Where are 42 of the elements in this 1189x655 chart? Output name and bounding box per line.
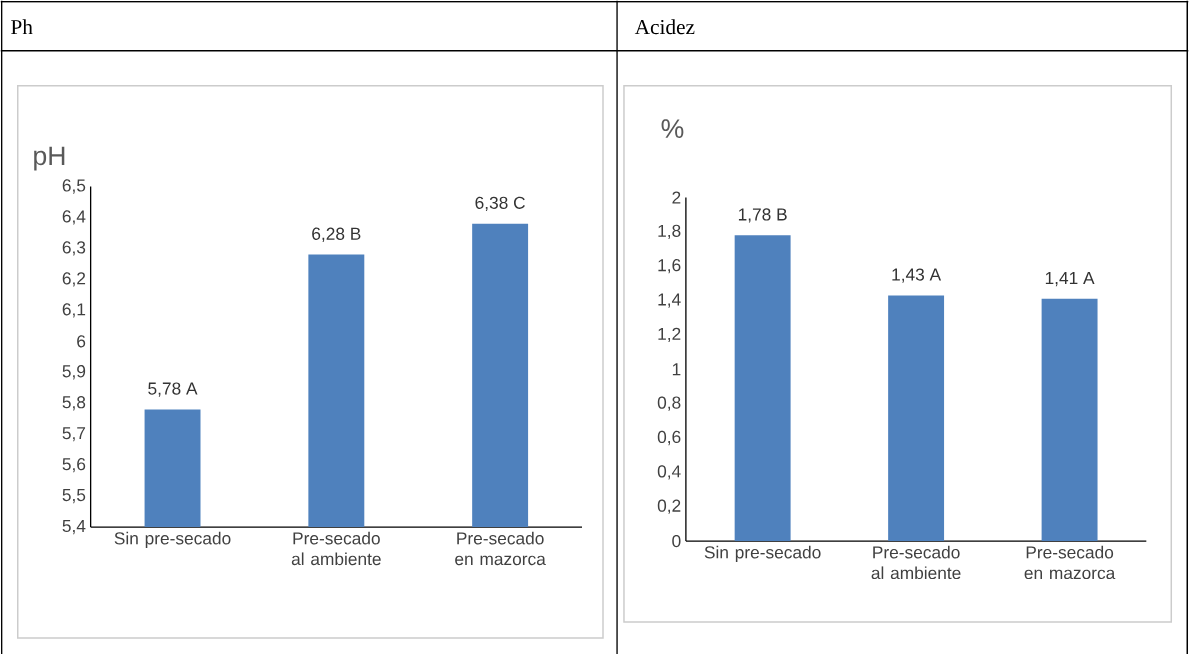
- y-tick-label: 5,5: [62, 489, 86, 504]
- x-tick-label: Sin pre-secado: [704, 545, 821, 563]
- y-tick-label: 6,4: [62, 210, 86, 225]
- x-tick-label: Pre-secado al ambiente: [871, 545, 961, 580]
- y-axis-title: %: [661, 119, 684, 139]
- y-tick-label: 2: [672, 191, 681, 204]
- y-tick-label: 5,8: [62, 396, 86, 411]
- y-tick-label: 0,2: [657, 499, 681, 515]
- y-tick-label: 6,3: [62, 241, 86, 256]
- chart-title: Ph: [11, 19, 33, 35]
- y-tick-label: 1,2: [658, 327, 681, 343]
- data-label: 1,78 B: [738, 208, 787, 223]
- bar: [734, 235, 791, 542]
- y-tick-label: 1,4: [658, 293, 681, 308]
- data-label: 1,41 A: [1045, 272, 1095, 287]
- y-tick-label: 6: [77, 335, 86, 348]
- y-tick-label: 5,9: [62, 365, 86, 380]
- data-label: 6,28 B: [312, 227, 361, 243]
- x-tick-label: Sin pre-secado: [114, 531, 231, 549]
- y-tick-label: 0: [672, 535, 681, 548]
- x-tick-label: Pre-secado en mazorca: [455, 531, 546, 566]
- y-tick-label: 1,8: [658, 224, 681, 240]
- bar: [1041, 299, 1098, 542]
- y-axis-title: pH: [34, 146, 65, 171]
- y-tick-label: 0,8: [657, 396, 681, 411]
- y-tick-label: 5,4: [62, 520, 86, 535]
- bar: [888, 295, 945, 542]
- y-tick-label: 6,5: [62, 179, 86, 194]
- x-tick-label: Pre-secado al ambiente: [291, 531, 381, 566]
- data-label: 5,78 A: [148, 382, 198, 397]
- y-tick-label: 1,6: [658, 259, 681, 274]
- data-label: 1,43 A: [892, 268, 942, 283]
- y-tick-label: 1: [672, 363, 681, 376]
- data-label: 6,38 C: [475, 196, 525, 212]
- chart-title: Acidez: [634, 19, 695, 35]
- y-tick-label: 5,6: [62, 458, 86, 473]
- x-tick-label: Pre-secado en mazorca: [1024, 545, 1116, 580]
- y-tick-label: 6,1: [62, 303, 86, 318]
- y-tick-label: 5,7: [62, 427, 86, 442]
- y-tick-label: 6,2: [62, 272, 86, 287]
- y-tick-label: 0,6: [657, 431, 681, 446]
- y-tick-label: 0,4: [657, 465, 681, 480]
